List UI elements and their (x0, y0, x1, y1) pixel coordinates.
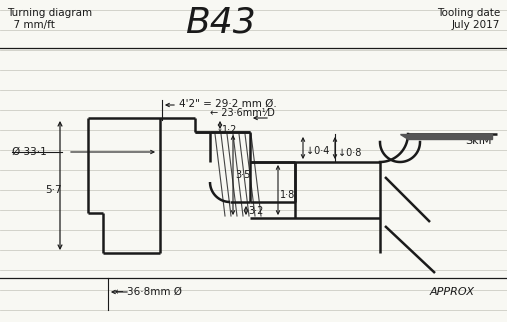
Text: ↓0·8: ↓0·8 (338, 148, 361, 158)
Polygon shape (400, 134, 492, 139)
Text: APPROX: APPROX (430, 287, 475, 297)
Text: 4'2" = 29·2 mm Ø.: 4'2" = 29·2 mm Ø. (179, 99, 277, 109)
Text: ↓0·4: ↓0·4 (306, 146, 330, 156)
Text: 1·2: 1·2 (222, 125, 237, 135)
Text: 5·7: 5·7 (45, 185, 62, 195)
Text: Ø 33·1: Ø 33·1 (12, 147, 47, 157)
Text: Turning diagram
  7 mm/ft: Turning diagram 7 mm/ft (7, 8, 92, 30)
Text: ← 36·8mm Ø: ← 36·8mm Ø (115, 287, 182, 297)
Text: SkIM: SkIM (465, 136, 492, 146)
Text: Tooling date
July 2017: Tooling date July 2017 (437, 8, 500, 30)
Text: ← 23·6mm¹⁄D: ← 23·6mm¹⁄D (210, 108, 275, 118)
Text: 1·8: 1·8 (280, 190, 295, 200)
Text: B43: B43 (185, 5, 256, 39)
Text: 3·5: 3·5 (235, 170, 250, 180)
Text: 3·2: 3·2 (248, 206, 263, 216)
